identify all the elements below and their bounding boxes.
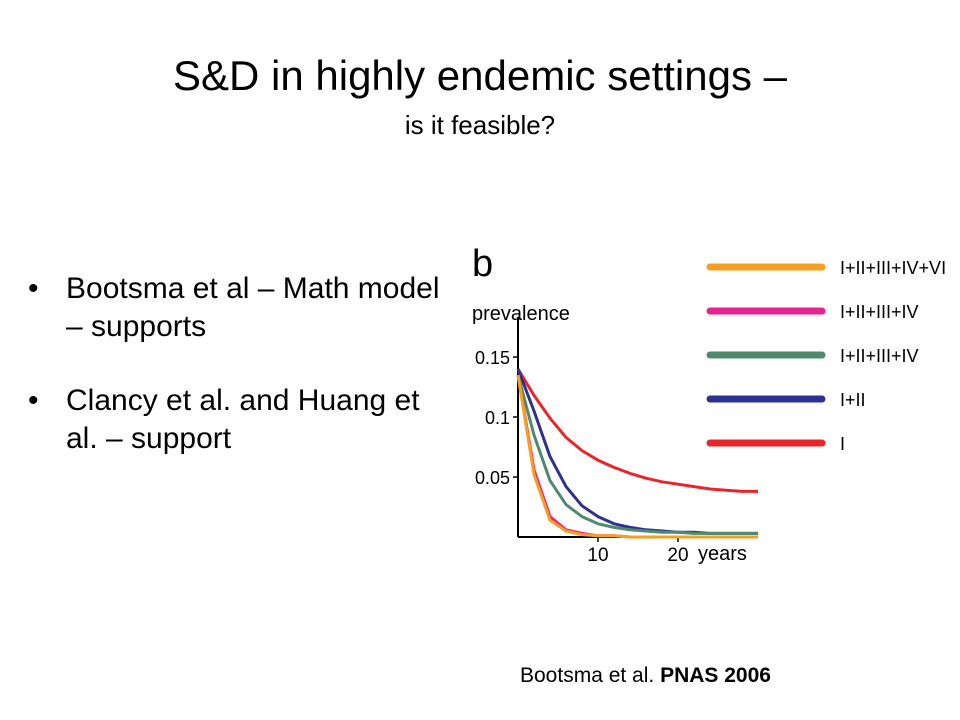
y-axis-label: prevalence — [472, 303, 570, 325]
slide-subtitle: is it feasible? — [404, 110, 556, 140]
y-tick-label: 0.15 — [475, 348, 510, 368]
chart-legend: I+II+III+IV+VI I+II+III+IV I+II+III+IV I+II… — [706, 258, 946, 454]
citation-authors: Bootsma et al. — [520, 664, 661, 687]
y-tick-label: 0.05 — [475, 468, 510, 488]
series-line — [516, 368, 758, 493]
series-line — [516, 368, 758, 535]
legend-label: I — [840, 434, 845, 454]
chart-series — [516, 368, 758, 539]
chart-axes — [517, 317, 758, 538]
bullet-dot-icon: • — [28, 384, 39, 417]
legend-label: I+II+III+IV+VI — [840, 258, 946, 278]
bullet-item: • Clancy et al. and Huang et al. – suppo… — [28, 382, 448, 458]
chart-ticks: 0.05 0.1 0.15 10 20 — [475, 348, 689, 566]
x-axis-label: years — [698, 543, 747, 565]
legend-label: I+II+III+IV — [840, 302, 919, 322]
series-line — [516, 374, 758, 539]
legend-label: I+II+III+IV — [840, 346, 919, 366]
legend-label: I+II — [840, 390, 866, 410]
bullet-dot-icon: • — [28, 272, 39, 305]
y-tick-label: 0.1 — [485, 408, 510, 428]
bullet-text: Bootsma et al – Math model – supports — [66, 272, 440, 343]
prevalence-chart: b prevalence years 0.05 0.1 0.15 10 20 I+II+… — [472, 243, 946, 566]
bullet-item: • Bootsma et al – Math model – supports — [28, 270, 448, 346]
panel-label: b — [472, 243, 493, 285]
citation: Bootsma et al. PNAS 2006 — [520, 662, 771, 690]
series-line — [516, 374, 758, 535]
slide-title: S&D in highly endemic settings – — [173, 52, 787, 99]
x-tick-label: 20 — [667, 545, 688, 566]
citation-journal: PNAS 2006 — [660, 664, 771, 687]
x-tick-label: 10 — [587, 545, 608, 566]
bullet-list: • Bootsma et al – Math model – supports … — [28, 270, 448, 494]
bullet-text: Clancy et al. and Huang et al. – support — [66, 384, 420, 455]
